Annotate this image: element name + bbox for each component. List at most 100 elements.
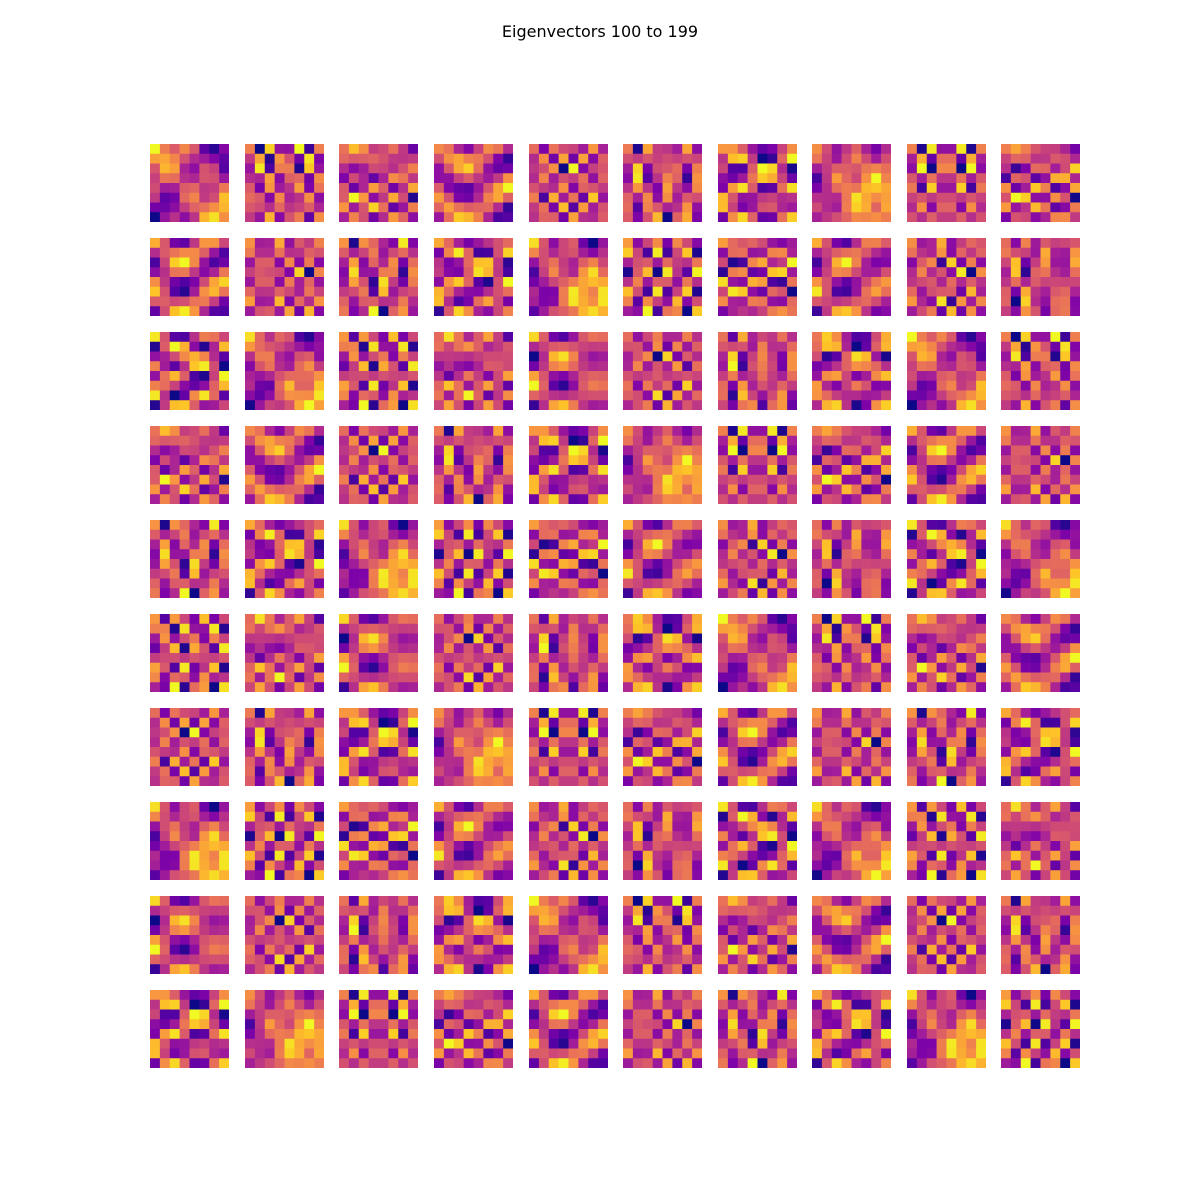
heatmap-pixel: [747, 568, 758, 579]
heatmap-pixel: [652, 831, 663, 842]
heatmap-pixel: [1050, 747, 1061, 758]
heatmap-pixel: [916, 445, 928, 456]
heatmap-pixel: [473, 465, 484, 476]
heatmap-pixel: [503, 529, 513, 540]
heatmap-pixel: [434, 212, 445, 222]
heatmap-pixel: [264, 539, 275, 550]
heatmap-pixel: [1010, 643, 1022, 654]
heatmap-pixel: [304, 445, 315, 456]
heatmap-pixel: [179, 163, 190, 174]
heatmap-pixel: [907, 400, 918, 410]
heatmap-pixel: [1050, 737, 1061, 748]
heatmap-pixel: [339, 153, 350, 164]
heatmap-pixel: [348, 390, 360, 401]
heatmap-pixel: [538, 296, 550, 307]
heatmap-pixel: [493, 633, 504, 644]
heatmap-pixel: [1060, 361, 1071, 372]
heatmap-pixel: [1060, 672, 1071, 683]
heatmap-pixel: [907, 286, 918, 297]
heatmap-pixel: [169, 212, 180, 222]
heatmap-pixel: [473, 390, 484, 401]
heatmap-pixel: [274, 202, 285, 213]
heatmap-pixel: [1020, 465, 1031, 476]
heatmap-pixel: [692, 173, 702, 184]
heatmap-pixel: [398, 400, 409, 410]
heatmap-pixel: [294, 361, 305, 372]
heatmap-pixel: [548, 332, 559, 343]
heatmap-pixel: [692, 662, 702, 673]
heatmap-pixel: [558, 465, 569, 476]
heatmap-pixel: [209, 435, 220, 446]
heatmap-pixel: [284, 267, 295, 278]
heatmap-pixel: [245, 371, 256, 382]
heatmap-pixel: [916, 682, 928, 692]
heatmap-pixel: [861, 192, 872, 203]
heatmap-pixel: [538, 341, 550, 352]
heatmap-pixel: [692, 756, 702, 767]
heatmap-pixel: [503, 465, 513, 476]
heatmap-pixel: [1001, 445, 1012, 456]
heatmap-pixel: [314, 400, 324, 410]
heatmap-pixel: [209, 568, 220, 579]
heatmap-pixel: [1030, 682, 1041, 692]
heatmap-pixel: [831, 633, 842, 644]
heatmap-pixel: [378, 672, 389, 683]
heatmap-pixel: [548, 653, 559, 664]
heatmap-pixel: [199, 192, 210, 203]
heatmap-pixel: [916, 267, 928, 278]
heatmap-pixel: [150, 286, 161, 297]
heatmap-pixel: [672, 860, 683, 871]
heatmap-pixel: [294, 202, 305, 213]
heatmap-pixel: [378, 212, 389, 222]
heatmap-pixel: [851, 682, 862, 692]
heatmap-pixel: [936, 623, 947, 634]
heatmap-pixel: [598, 238, 608, 249]
heatmap-pixel: [219, 568, 229, 579]
heatmap-pixel: [568, 173, 579, 184]
heatmap-pixel: [568, 559, 579, 570]
heatmap-pixel: [529, 802, 540, 813]
heatmap-pixel: [578, 257, 589, 268]
heatmap-pixel: [588, 474, 599, 485]
heatmap-pixel: [294, 380, 305, 391]
heatmap-pixel: [861, 277, 872, 288]
heatmap-pixel: [737, 183, 748, 194]
heatmap-pixel: [598, 380, 608, 391]
heatmap-pixel: [304, 682, 315, 692]
heatmap-pixel: [453, 465, 464, 476]
heatmap-pixel: [159, 766, 171, 777]
heatmap-pixel: [443, 192, 455, 203]
heatmap-pixel: [189, 539, 200, 550]
heatmap-pixel: [916, 623, 928, 634]
heatmap-pixel: [304, 390, 315, 401]
heatmap-pixel: [652, 238, 663, 249]
heatmap-pixel: [398, 831, 409, 842]
heatmap-pixel: [274, 173, 285, 184]
heatmap-pixel: [453, 529, 464, 540]
heatmap-pixel: [529, 776, 540, 786]
heatmap-pixel: [757, 682, 768, 692]
heatmap-pixel: [682, 183, 693, 194]
heatmap-pixel: [956, 727, 967, 738]
heatmap-pixel: [881, 643, 891, 654]
heatmap-pixel: [453, 286, 464, 297]
heatmap-pixel: [757, 173, 768, 184]
heatmap-pixel: [150, 426, 161, 437]
heatmap-pixel: [314, 653, 324, 664]
heatmap-pixel: [642, 238, 653, 249]
heatmap-pixel: [642, 614, 653, 625]
heatmap-pixel: [727, 494, 739, 504]
heatmap-pixel: [189, 426, 200, 437]
heatmap-pixel: [548, 238, 559, 249]
heatmap-pixel: [1030, 247, 1041, 258]
heatmap-pixel: [358, 529, 369, 540]
heatmap-pixel: [339, 549, 350, 560]
heatmap-pixel: [632, 212, 644, 222]
heatmap-pixel: [767, 520, 778, 531]
heatmap-pixel: [946, 708, 957, 719]
heatmap-pixel: [1010, 653, 1022, 664]
heatmap-pixel: [692, 426, 702, 437]
heatmap-pixel: [388, 539, 399, 550]
heatmap-pixel: [747, 484, 758, 495]
heatmap-pixel: [209, 747, 220, 758]
